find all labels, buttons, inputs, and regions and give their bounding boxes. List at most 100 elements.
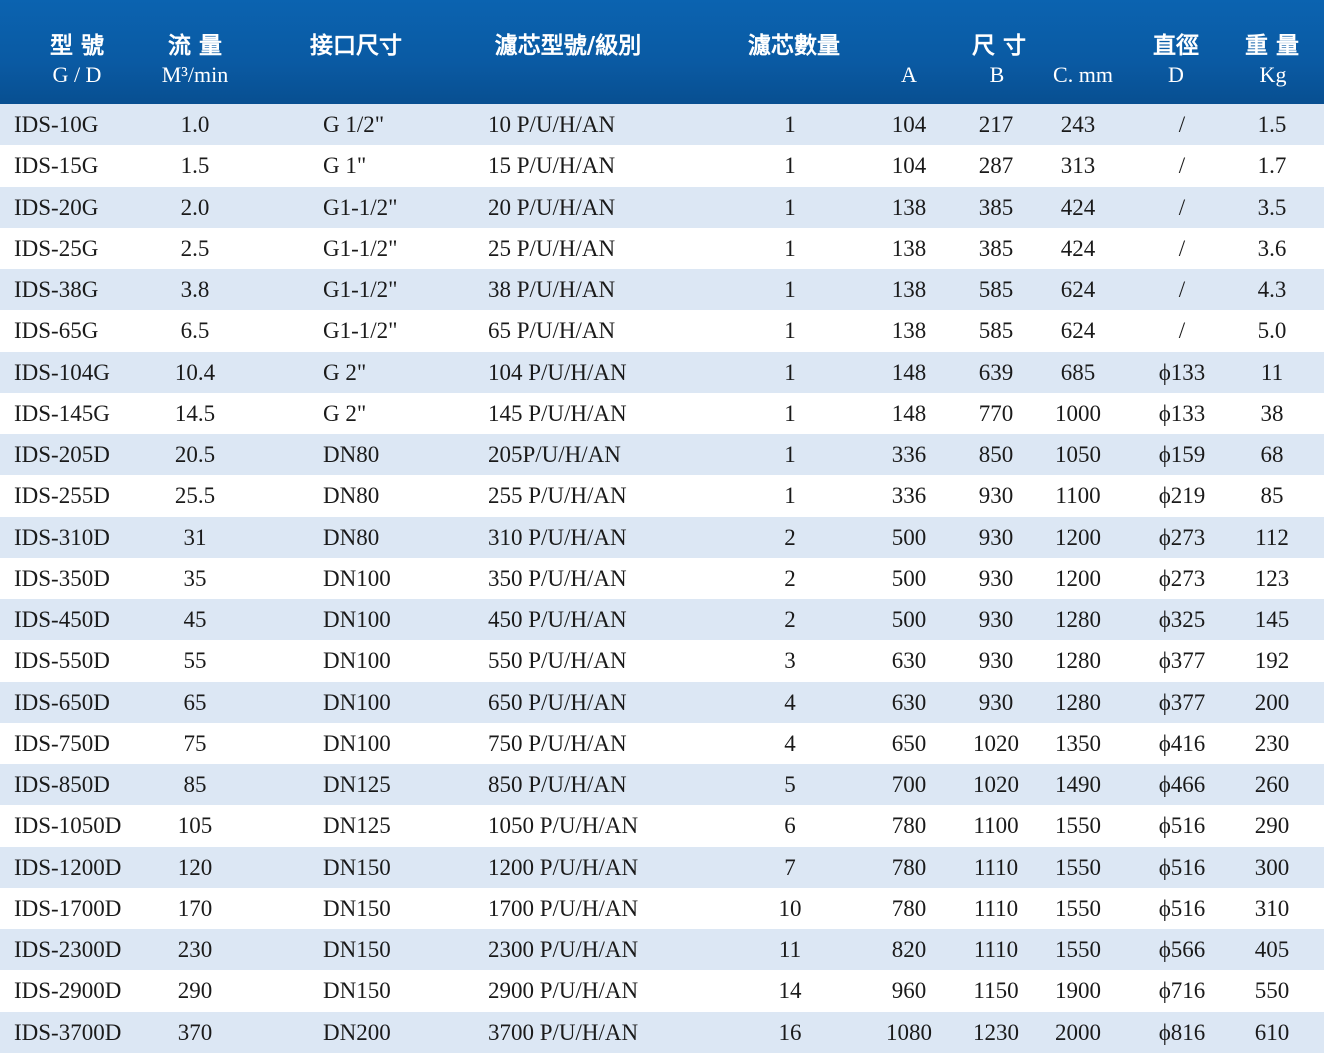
- cell-filter: 550 P/U/H/AN: [488, 648, 627, 674]
- cell-port: DN150: [323, 937, 391, 962]
- cell-d: ϕ377: [1158, 648, 1206, 674]
- cell-kg: 200: [1254, 689, 1290, 715]
- cell-d: ϕ816: [1158, 1019, 1206, 1045]
- table-body: IDS-10G 1.0 G 1/2" 10 P/U/H/AN 1 104 217 243/1.…: [0, 104, 1324, 1053]
- table-row: IDS-38G 3.8 G1-1/2" 38 P/U/H/AN 1 138 585 624 / 4…: [0, 269, 1324, 311]
- cell-count: 1: [784, 153, 796, 179]
- cell-count: 4: [784, 689, 796, 715]
- cell-kg: 5.0: [1257, 318, 1287, 344]
- cell-c: 1100: [1055, 483, 1101, 509]
- cell-flow: 45: [183, 607, 207, 632]
- cell-a: 104: [891, 153, 927, 179]
- cell-count: 1: [784, 318, 796, 344]
- cell-b: 385: [978, 235, 1014, 261]
- cell-flow: 120: [177, 854, 213, 880]
- cell-b: 1020: [973, 772, 1019, 797]
- cell-count: 3: [784, 648, 796, 674]
- cell-filter: 2300 P/U/H/AN: [488, 937, 639, 962]
- cell-port: DN100: [323, 730, 391, 756]
- cell-kg: 1.5: [1257, 112, 1287, 137]
- cell-port: G 1/2": [323, 112, 385, 137]
- cell-flow: 1.0: [180, 112, 210, 137]
- cell-d: /: [1178, 194, 1186, 220]
- cell-d: /: [1178, 318, 1186, 344]
- table-row: IDS-3700D 370 DN200 3700 P/U/H/AN 16 1080 1230…: [0, 1011, 1324, 1053]
- cell-model: IDS-850D: [14, 772, 110, 797]
- header-weight-en: Kg: [1259, 62, 1287, 87]
- cell-c: 1550: [1055, 854, 1101, 880]
- table-row: IDS-20G 2.0 G1-1/2" 20 P/U/H/AN 1 138 385 424 / 3…: [0, 186, 1324, 228]
- table-row: IDS-2900D 290 DN150 2900 P/U/H/AN 14 960 1150 1…: [0, 970, 1324, 1012]
- cell-a: 138: [891, 235, 927, 261]
- table-header: 型 號 G / D 流 量 M³/min 接口尺寸 濾芯型號/級別 濾芯數量 尺…: [0, 0, 1324, 104]
- cell-model: IDS-310D: [14, 524, 110, 550]
- cell-count: 1: [784, 359, 796, 385]
- cell-model: IDS-104G: [14, 359, 110, 385]
- cell-d: /: [1178, 235, 1186, 261]
- cell-model: IDS-38G: [14, 277, 99, 302]
- cell-a: 148: [891, 400, 927, 426]
- cell-model: IDS-650D: [14, 689, 110, 715]
- cell-model: IDS-25G: [14, 235, 99, 261]
- cell-port: DN100: [323, 648, 391, 674]
- cell-filter: 650 P/U/H/AN: [488, 689, 627, 715]
- cell-c: 1550: [1055, 937, 1101, 962]
- cell-c: 243: [1060, 112, 1096, 137]
- table-row: IDS-10G 1.0 G 1/2" 10 P/U/H/AN 1 104 217 243 / 1.…: [0, 104, 1324, 146]
- cell-a: 336: [891, 483, 927, 509]
- cell-d: ϕ159: [1158, 442, 1206, 467]
- cell-filter: 15 P/U/H/AN: [488, 153, 616, 179]
- cell-d: ϕ466: [1158, 772, 1206, 797]
- cell-kg: 260: [1254, 772, 1290, 797]
- cell-flow: 2.0: [180, 194, 210, 220]
- cell-model: IDS-2300D: [14, 937, 122, 962]
- cell-d: ϕ516: [1158, 854, 1206, 880]
- header-dia-cn: 直徑: [1153, 33, 1199, 59]
- cell-flow: 170: [177, 895, 213, 921]
- table-row: IDS-550D 55 DN100 550 P/U/H/AN 3 630 930 1280 ϕ3…: [0, 640, 1324, 682]
- cell-port: DN100: [323, 689, 391, 715]
- cell-port: DN125: [323, 772, 391, 797]
- cell-port: DN80: [323, 442, 380, 467]
- cell-count: 1: [784, 235, 796, 261]
- cell-filter: 850 P/U/H/AN: [488, 772, 627, 797]
- cell-filter: 25 P/U/H/AN: [488, 235, 616, 261]
- cell-d: ϕ416: [1158, 730, 1206, 756]
- cell-flow: 20.5: [174, 442, 216, 467]
- cell-b: 217: [978, 112, 1014, 137]
- table-row: IDS-104G 10.4 G 2" 104 P/U/H/AN 1 148 639 685 ϕ1…: [0, 351, 1324, 393]
- cell-d: ϕ377: [1158, 689, 1206, 715]
- cell-c: 1280: [1055, 689, 1101, 715]
- cell-a: 500: [891, 565, 927, 591]
- cell-model: IDS-550D: [14, 648, 110, 674]
- cell-flow: 65: [183, 689, 207, 715]
- cell-a: 138: [891, 318, 927, 344]
- header-port-cn: 接口尺寸: [310, 33, 402, 59]
- cell-model: IDS-350D: [14, 565, 110, 591]
- cell-a: 148: [891, 359, 927, 385]
- cell-d: ϕ273: [1158, 565, 1206, 591]
- cell-kg: 230: [1254, 730, 1290, 756]
- cell-b: 930: [978, 483, 1014, 509]
- cell-c: 1490: [1055, 772, 1101, 797]
- cell-port: G1-1/2": [323, 277, 398, 302]
- cell-c: 1050: [1055, 442, 1101, 467]
- cell-kg: 85: [1260, 483, 1284, 509]
- cell-count: 10: [778, 895, 802, 921]
- cell-c: 1900: [1055, 978, 1101, 1004]
- cell-kg: 3.6: [1257, 235, 1287, 261]
- cell-c: 424: [1060, 194, 1096, 220]
- cell-b: 1110: [973, 937, 1019, 962]
- cell-count: 16: [778, 1019, 802, 1045]
- cell-d: ϕ325: [1158, 607, 1206, 632]
- table-row: IDS-2300D 230 DN150 2300 P/U/H/AN 11 820 1110 1…: [0, 929, 1324, 971]
- cell-c: 624: [1060, 318, 1096, 344]
- header-model-en: G / D: [52, 62, 102, 87]
- cell-port: DN80: [323, 483, 380, 509]
- cell-port: G1-1/2": [323, 194, 398, 220]
- cell-kg: 145: [1254, 607, 1290, 632]
- cell-port: G 2": [323, 400, 367, 426]
- cell-flow: 75: [183, 730, 207, 756]
- cell-a: 780: [891, 854, 927, 880]
